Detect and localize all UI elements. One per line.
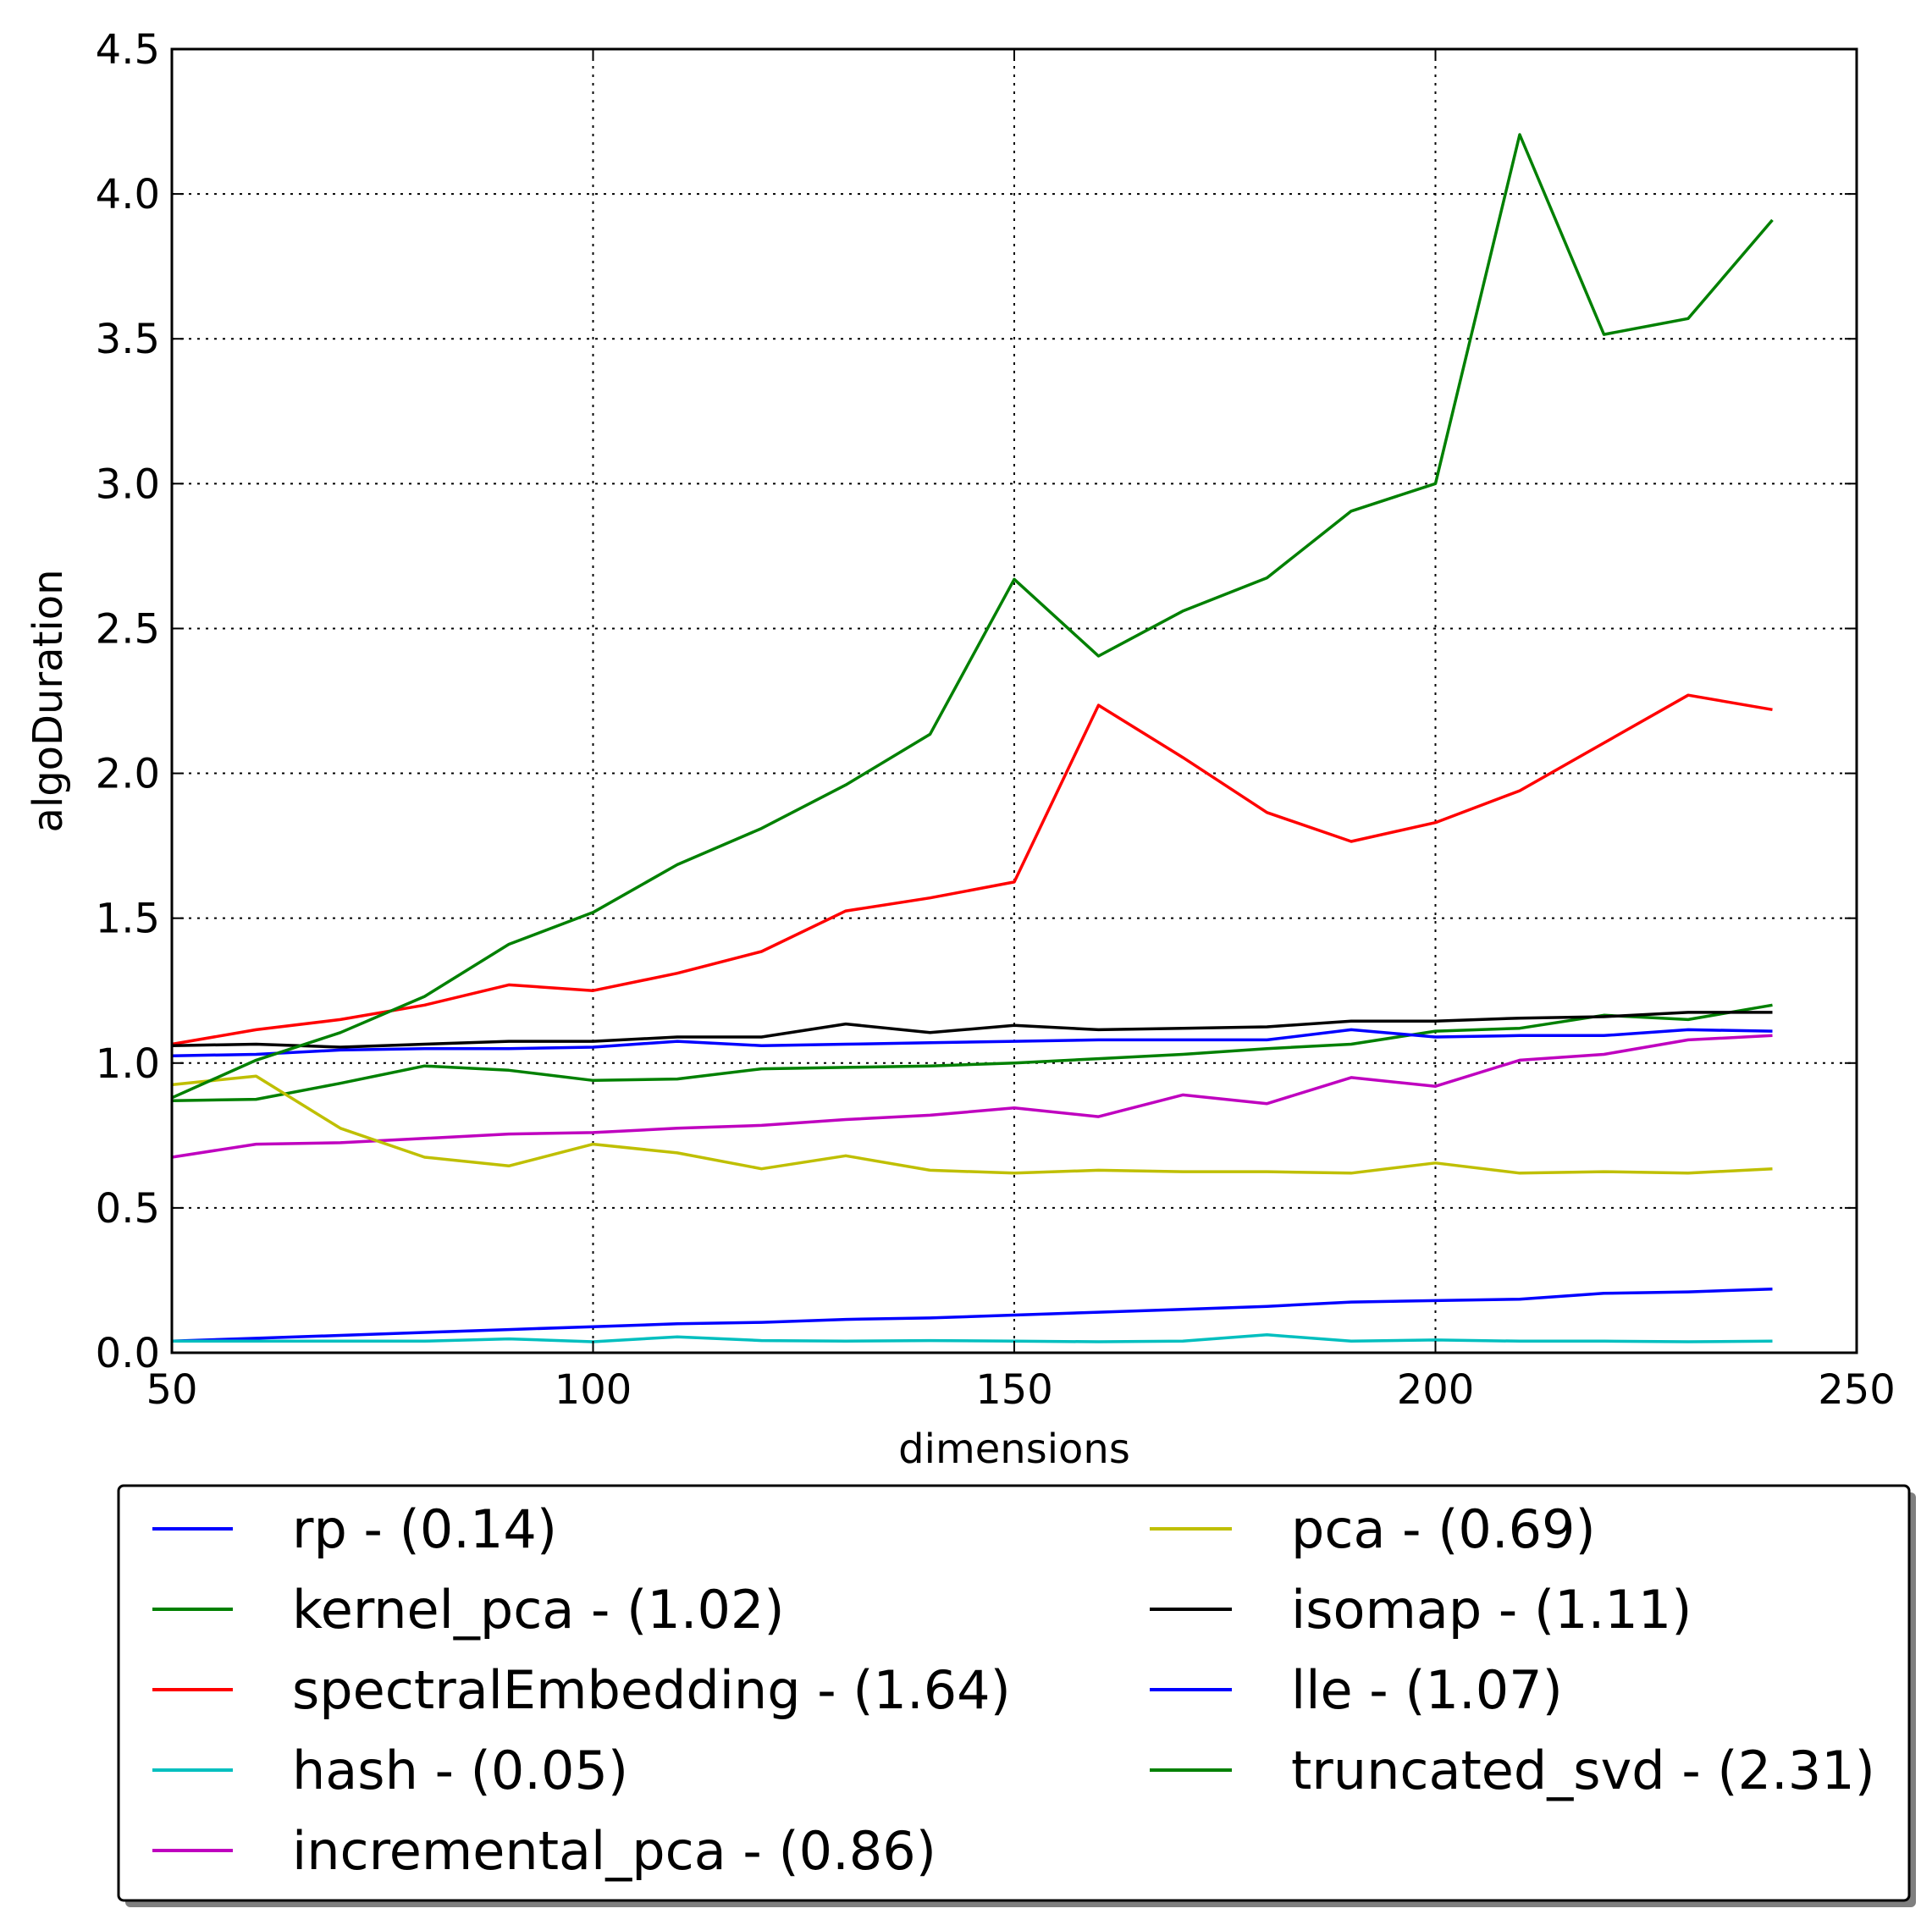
legend-entry-label: incremental_pca - (0.86) <box>292 1820 936 1882</box>
grid <box>172 49 1857 1353</box>
series-line-0 <box>171 1287 1773 1343</box>
x-tick-label: 50 <box>146 1366 197 1414</box>
series-line-8 <box>171 133 1774 1100</box>
x-tick-label: 100 <box>555 1366 632 1414</box>
series-line-6 <box>171 1011 1773 1049</box>
axis-ticks: 50 100 150 200 250 0.0 0.5 1.0 1.5 2.0 2.5 3.0 3.5 4.… <box>96 26 1896 1414</box>
legend-entry-label: hash - (0.05) <box>292 1740 628 1801</box>
y-tick-label: 4.0 <box>96 171 160 218</box>
y-tick-label: 1.5 <box>96 896 160 943</box>
series-line-1 <box>171 1003 1773 1103</box>
x-axis-label: dimensions <box>898 1426 1130 1473</box>
y-tick-label: 1.0 <box>96 1040 160 1088</box>
series-line-7 <box>171 1028 1773 1057</box>
legend-box <box>117 1484 1911 1902</box>
series-line-5 <box>171 1074 1773 1175</box>
y-tick-label: 4.5 <box>96 26 160 74</box>
y-tick-label: 0.0 <box>96 1330 160 1377</box>
series-line-2 <box>171 693 1773 1046</box>
legend-entry-label: lle - (1.07) <box>1291 1659 1563 1721</box>
x-tick-label: 200 <box>1397 1366 1475 1414</box>
legend-entry-label: pca - (0.69) <box>1291 1498 1596 1560</box>
legend-entry-label: kernel_pca - (1.02) <box>292 1579 785 1641</box>
y-tick-label: 3.0 <box>96 461 160 508</box>
series-line-4 <box>171 1034 1773 1159</box>
y-tick-label: 2.0 <box>96 751 160 798</box>
x-tick-label: 150 <box>975 1366 1053 1414</box>
legend-entry-label: isomap - (1.11) <box>1291 1579 1692 1641</box>
legend-entry-label: spectralEmbedding - (1.64) <box>292 1659 1011 1721</box>
series-line-3 <box>172 1333 1773 1343</box>
y-tick-label: 2.5 <box>96 605 160 653</box>
legend-entry-label: truncated_svd - (2.31) <box>1291 1740 1875 1801</box>
legend: rp - (0.14) kernel_pca - (1.02) spectralEm… <box>117 1484 1916 1907</box>
y-tick-label: 0.5 <box>96 1185 160 1233</box>
y-tick-label: 3.5 <box>96 316 160 363</box>
legend-entry-label: rp - (0.14) <box>292 1498 557 1560</box>
series-lines <box>171 133 1774 1343</box>
y-axis-label: algoDuration <box>25 569 72 832</box>
x-tick-label: 250 <box>1818 1366 1896 1414</box>
